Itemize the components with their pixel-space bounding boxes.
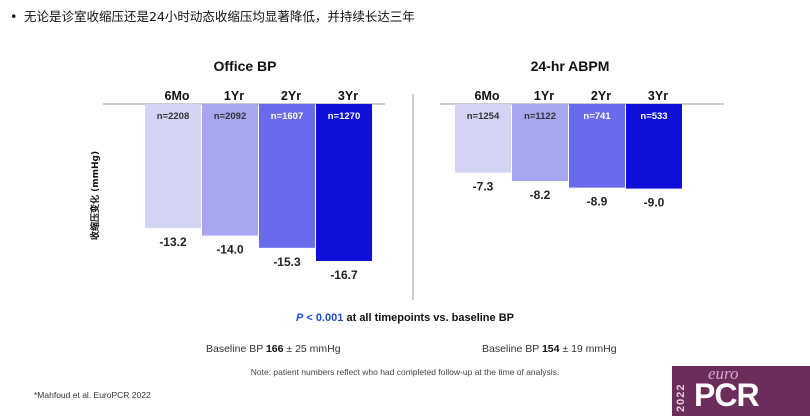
abpm-bar-6mo <box>455 104 511 173</box>
office-value-label: -13.2 <box>159 235 187 249</box>
europcr-logo: 2022 euro PCR <box>672 366 810 416</box>
office-bar-3yr <box>316 104 372 261</box>
office-category-label: 2Yr <box>281 89 301 103</box>
baseline-office: Baseline BP 166 ± 25 mmHg <box>206 343 341 355</box>
abpm-n-label: n=1254 <box>467 111 500 122</box>
abpm-bar-1yr <box>512 104 568 182</box>
abpm-category-label: 3Yr <box>648 89 668 103</box>
baseline-abpm-post: ± 19 mmHg <box>559 343 617 355</box>
p-threshold: < 0.001 <box>303 312 344 324</box>
office-value-label: -14.0 <box>216 243 244 257</box>
office-n-label: n=1607 <box>271 111 304 122</box>
abpm-bar-2yr <box>569 104 625 188</box>
abpm-value-label: -7.3 <box>473 180 494 194</box>
abpm-n-label: n=533 <box>640 111 667 122</box>
office-n-label: n=2208 <box>157 111 190 122</box>
abpm-category-label: 6Mo <box>475 89 500 103</box>
reference: *Mahfoud et al. EuroPCR 2022 <box>34 390 151 400</box>
baseline-abpm: Baseline BP 154 ± 19 mmHg <box>482 343 617 355</box>
baseline-abpm-value: 154 <box>541 343 560 355</box>
baseline-office-value: 166 <box>265 343 284 355</box>
office-chart-title: Office BP <box>213 58 276 74</box>
logo-pcr: PCR <box>694 377 760 413</box>
footnote: Note: patient numbers reflect who had co… <box>250 367 560 377</box>
baseline-office-post: ± 25 mmHg <box>283 343 341 355</box>
abpm-value-label: -8.2 <box>530 188 551 202</box>
office-category-label: 3Yr <box>338 89 358 103</box>
bullet: • <box>10 9 18 24</box>
svg-text:2022: 2022 <box>675 384 686 412</box>
abpm-chart-title: 24-hr ABPM <box>531 58 610 74</box>
abpm-n-label: n=741 <box>583 111 611 122</box>
baseline-abpm-pre: Baseline BP <box>482 343 542 355</box>
baseline-office-pre: Baseline BP <box>206 343 266 355</box>
logo-euro: euro <box>708 366 739 383</box>
office-n-label: n=1270 <box>328 111 361 122</box>
headline: • 无论是诊室收缩压还是24小时动态收缩压均显著降低，并持续长达三年 <box>10 6 415 25</box>
abpm-category-label: 2Yr <box>591 89 611 103</box>
office-category-label: 6Mo <box>165 89 190 103</box>
abpm-n-label: n=1122 <box>524 111 556 122</box>
bar-charts: Office BP 6Mo n=2208 -13.2 1Yr n=2092 -14.0 2Yr… <box>89 58 724 300</box>
p-value-statement: P < 0.001 at all timepoints vs. baseline… <box>0 312 810 324</box>
office-y-axis-label: 收缩压变化 (mmHg) <box>89 151 101 240</box>
office-bar-1yr <box>202 104 258 236</box>
p-symbol: P <box>296 312 304 324</box>
abpm-category-label: 1Yr <box>534 89 554 103</box>
office-value-label: -16.7 <box>330 268 358 282</box>
abpm-value-label: -9.0 <box>644 196 665 210</box>
office-value-label: -15.3 <box>273 255 301 269</box>
abpm-bar-3yr <box>626 104 682 189</box>
logo-year: 2022 <box>675 384 686 412</box>
office-bar-2yr <box>259 104 315 248</box>
abpm-value-label: -8.9 <box>587 195 608 209</box>
p-value-tail: at all timepoints vs. baseline BP <box>343 312 514 324</box>
office-category-label: 1Yr <box>224 89 244 103</box>
office-n-label: n=2092 <box>214 111 247 122</box>
office-bar-6mo <box>145 104 201 229</box>
headline-text: 无论是诊室收缩压还是24小时动态收缩压均显著降低，并持续长达三年 <box>24 9 415 24</box>
